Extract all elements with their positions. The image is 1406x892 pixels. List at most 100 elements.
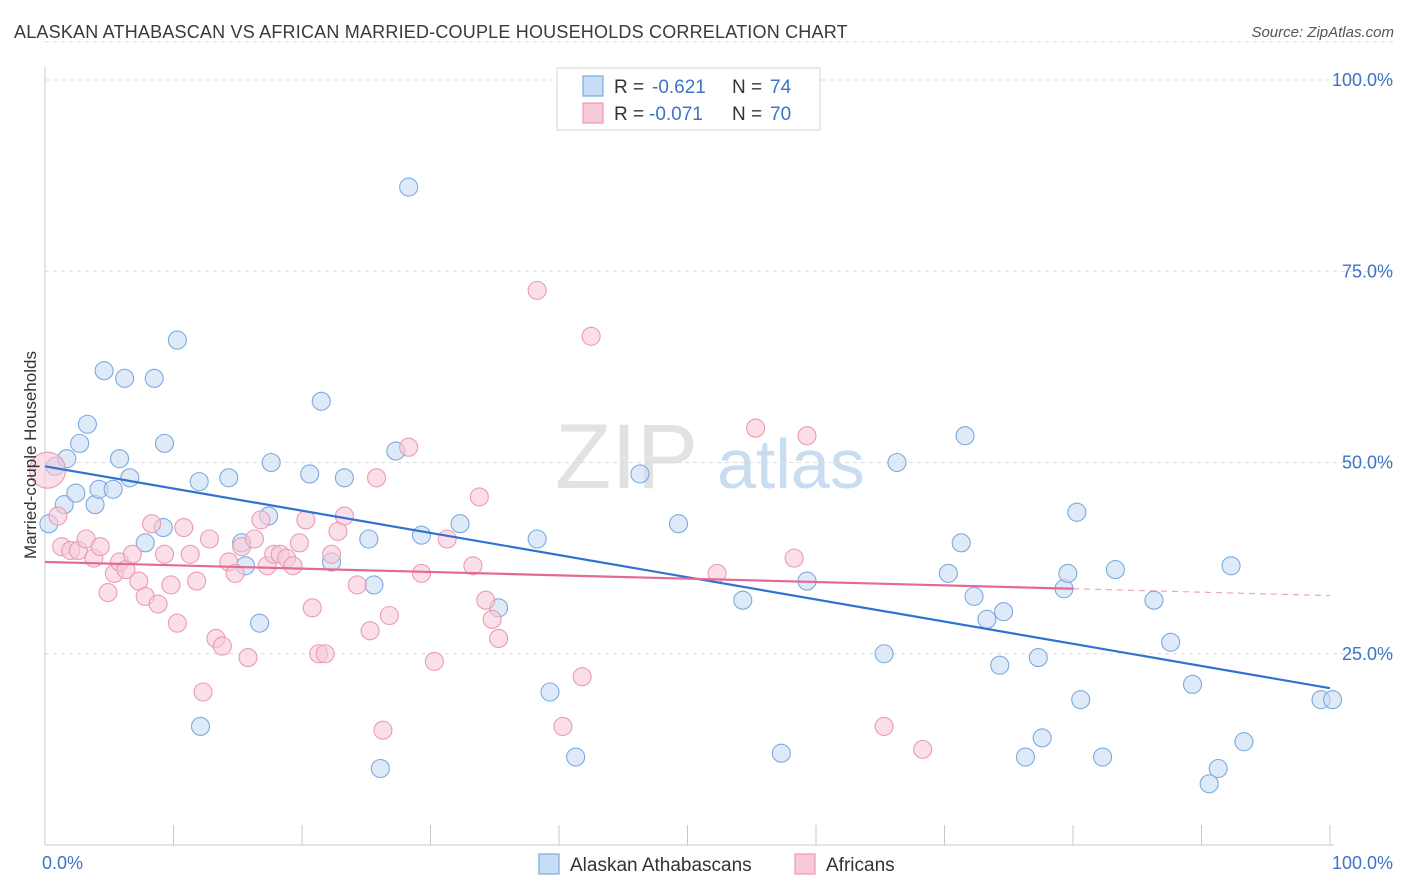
point-african	[913, 739, 933, 759]
point-african	[180, 544, 200, 564]
chart-source: Source: ZipAtlas.com	[1251, 24, 1394, 41]
point-alaskan-athabascan	[955, 426, 975, 446]
point-african	[161, 575, 181, 595]
stats-n-value: 70	[770, 104, 791, 125]
point-alaskan-athabascan	[566, 747, 586, 767]
point-african	[167, 613, 187, 633]
point-alaskan-athabascan	[167, 330, 187, 350]
point-african	[48, 506, 68, 526]
stats-legend: R = -0.621 N = 74 R = -0.071 N = 70	[556, 67, 821, 131]
point-alaskan-athabascan	[1067, 502, 1087, 522]
point-african	[122, 544, 142, 564]
stats-n-value: 74	[770, 77, 792, 98]
point-african	[463, 556, 483, 576]
point-alaskan-athabascan	[261, 452, 281, 473]
point-african	[476, 590, 496, 610]
y-tick-label: 75.0%	[1342, 261, 1393, 281]
point-african	[469, 487, 489, 507]
stats-n-label: N =	[732, 77, 762, 98]
point-alaskan-athabascan	[1234, 732, 1254, 752]
point-african	[366, 468, 387, 488]
point-alaskan-athabascan	[311, 391, 331, 411]
point-african	[874, 716, 894, 736]
trend-line-african-extension	[1072, 588, 1331, 597]
point-alaskan-athabascan	[120, 468, 140, 488]
point-alaskan-athabascan	[1058, 563, 1078, 583]
point-alaskan-athabascan	[135, 533, 155, 553]
trend-line-alaskan-athabascan	[44, 465, 1331, 690]
stats-n-label: N =	[732, 104, 762, 125]
point-alaskan-athabascan	[219, 468, 239, 488]
legend-label: Alaskan Athabascans	[570, 855, 752, 876]
point-alaskan-athabascan	[1161, 632, 1181, 652]
point-alaskan-athabascan	[1105, 560, 1125, 580]
point-african	[244, 529, 265, 549]
point-alaskan-athabascan	[77, 414, 97, 434]
point-alaskan-athabascan	[399, 177, 419, 197]
point-alaskan-athabascan	[94, 361, 114, 381]
point-alaskan-athabascan	[938, 563, 958, 583]
point-alaskan-athabascan	[189, 472, 209, 492]
point-alaskan-athabascan	[1028, 648, 1048, 668]
point-african	[315, 644, 335, 664]
point-alaskan-athabascan	[527, 529, 547, 549]
stats-legend-swatch-blue	[582, 75, 604, 97]
point-alaskan-athabascan	[334, 468, 354, 488]
y-axis-title: Married-couple Households	[21, 351, 40, 559]
point-african	[90, 537, 110, 557]
x-tick-label: 0.0%	[42, 853, 83, 873]
stats-r-label: R =	[614, 77, 644, 98]
point-alaskan-athabascan	[990, 655, 1010, 675]
point-alaskan-athabascan	[1071, 690, 1091, 710]
point-alaskan-athabascan	[771, 743, 791, 763]
point-alaskan-athabascan	[364, 575, 384, 595]
data-points	[29, 177, 1343, 794]
point-alaskan-athabascan	[450, 514, 470, 534]
stats-r-label: R =	[614, 104, 644, 125]
point-african	[174, 517, 194, 538]
point-alaskan-athabascan	[951, 533, 971, 553]
point-african	[322, 544, 342, 564]
trend-lines	[44, 465, 1331, 690]
watermark-atlas: atlas	[717, 425, 865, 503]
y-tick-label: 100.0%	[1332, 70, 1393, 90]
point-alaskan-athabascan	[70, 433, 90, 453]
point-african	[411, 563, 432, 583]
point-african	[379, 605, 399, 626]
point-african	[797, 426, 817, 446]
point-african	[187, 571, 207, 591]
point-african	[489, 628, 509, 649]
point-african	[399, 437, 419, 457]
watermark-zip: ZIP	[555, 406, 698, 508]
point-african	[581, 326, 601, 346]
point-african	[238, 648, 258, 668]
bottom-legend: Alaskan Athabascans Africans	[538, 853, 895, 876]
stats-r-value: -0.071	[649, 104, 703, 125]
point-african	[98, 582, 118, 603]
point-alaskan-athabascan	[370, 758, 390, 779]
point-african	[746, 418, 766, 438]
point-alaskan-athabascan	[1144, 590, 1164, 610]
point-alaskan-athabascan	[733, 590, 753, 610]
point-african	[302, 598, 322, 618]
point-african	[373, 720, 393, 740]
point-alaskan-athabascan	[1015, 747, 1036, 767]
point-alaskan-athabascan	[540, 682, 560, 702]
point-african	[360, 621, 380, 641]
point-alaskan-athabascan	[1199, 774, 1219, 794]
point-african	[553, 716, 573, 736]
point-alaskan-athabascan	[1093, 747, 1113, 767]
point-african	[148, 594, 168, 614]
point-african	[251, 510, 271, 530]
point-african	[199, 529, 220, 549]
point-african	[142, 514, 162, 534]
point-african	[784, 548, 804, 568]
point-african	[225, 563, 245, 583]
point-alaskan-athabascan	[411, 525, 432, 545]
point-alaskan-athabascan	[668, 514, 689, 534]
point-alaskan-athabascan	[154, 433, 175, 453]
point-alaskan-athabascan	[1323, 690, 1343, 710]
point-alaskan-athabascan	[66, 483, 86, 503]
